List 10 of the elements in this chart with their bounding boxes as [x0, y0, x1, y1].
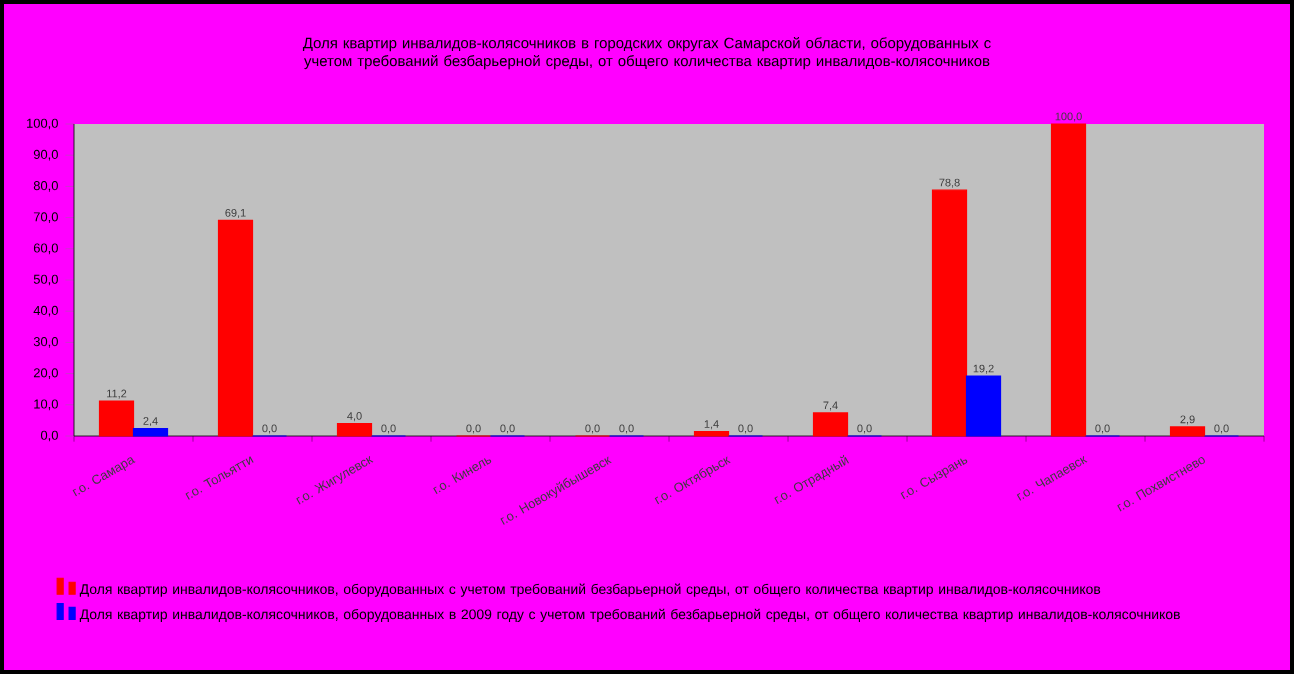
bar [693, 431, 730, 437]
bar [965, 375, 1002, 437]
bar [1050, 123, 1087, 437]
bar [931, 189, 968, 437]
bar [217, 219, 254, 437]
bar [336, 422, 373, 437]
bar [98, 400, 135, 437]
bar [132, 427, 169, 437]
bar [812, 412, 849, 437]
bar [1169, 426, 1206, 437]
